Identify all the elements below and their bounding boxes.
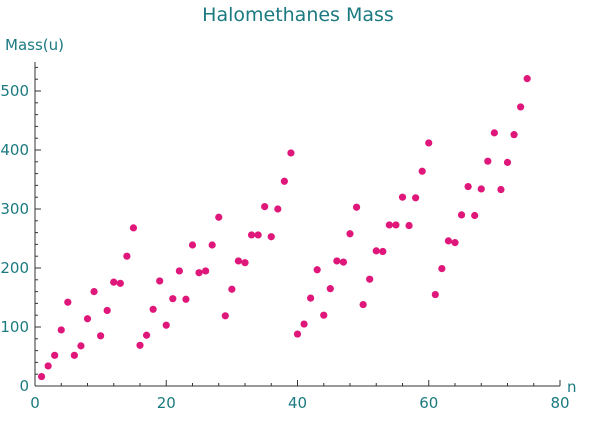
data-point xyxy=(208,241,216,249)
data-point xyxy=(234,257,243,265)
data-point xyxy=(156,277,164,285)
y-tick-label: 0 xyxy=(19,377,29,395)
data-point xyxy=(307,294,315,302)
data-point xyxy=(339,258,348,266)
data-point xyxy=(188,241,197,249)
data-point xyxy=(405,221,413,230)
data-point xyxy=(64,298,72,306)
data-point xyxy=(77,342,85,350)
data-point xyxy=(497,185,505,194)
data-point xyxy=(202,267,210,275)
data-point xyxy=(293,330,302,338)
data-point xyxy=(346,230,354,238)
data-point xyxy=(123,252,131,260)
data-point xyxy=(280,177,288,185)
y-tick-label: 300 xyxy=(0,200,29,218)
data-point xyxy=(83,315,92,323)
data-point xyxy=(175,267,183,275)
data-point xyxy=(70,351,78,359)
data-point xyxy=(326,285,334,293)
data-point xyxy=(379,247,387,256)
data-point xyxy=(267,233,275,241)
data-point xyxy=(444,237,453,245)
data-point xyxy=(484,157,492,165)
x-tick-label: 60 xyxy=(419,394,438,412)
data-point xyxy=(412,194,420,202)
data-point xyxy=(90,288,98,296)
y-tick-label: 400 xyxy=(0,141,29,159)
data-point xyxy=(392,221,400,229)
data-point xyxy=(477,185,485,193)
y-tick-label: 100 xyxy=(0,318,29,336)
axes: 0 20 40 60 80 0 100 200 300 400 500 Mass(u) n xyxy=(0,36,576,412)
data-point xyxy=(333,257,341,265)
data-point xyxy=(418,167,426,175)
data-point xyxy=(254,231,262,239)
data-point xyxy=(320,311,328,319)
data-point xyxy=(490,129,498,137)
data-point xyxy=(398,193,407,201)
data-point xyxy=(359,300,367,309)
data-point xyxy=(287,149,295,157)
data-point xyxy=(274,205,282,213)
data-point xyxy=(425,139,433,147)
data-point xyxy=(457,211,466,219)
data-point xyxy=(366,275,374,283)
data-point xyxy=(241,259,249,267)
data-point xyxy=(471,211,479,220)
data-point xyxy=(195,269,203,277)
y-tick-label: 200 xyxy=(0,259,29,277)
data-point xyxy=(503,158,512,166)
data-point xyxy=(37,372,46,381)
x-tick-label: 20 xyxy=(157,394,176,412)
data-point xyxy=(162,321,170,329)
data-point xyxy=(57,326,65,334)
data-point xyxy=(182,295,190,303)
data-point xyxy=(300,320,308,328)
data-point xyxy=(97,332,105,340)
data-point xyxy=(385,221,393,229)
data-point xyxy=(431,290,439,299)
data-point xyxy=(221,312,229,320)
data-point xyxy=(228,285,236,293)
x-tick-label: 40 xyxy=(288,394,307,412)
data-point xyxy=(169,295,177,303)
y-tick-label: 500 xyxy=(0,82,29,100)
data-point xyxy=(372,247,380,255)
data-point xyxy=(129,224,138,232)
data-point xyxy=(247,231,256,239)
data-point xyxy=(136,341,144,349)
data-point xyxy=(116,279,124,287)
data-point xyxy=(451,239,459,247)
data-point xyxy=(510,131,518,139)
chart-title: Halomethanes Mass xyxy=(202,4,394,26)
data-points xyxy=(37,75,531,381)
data-point xyxy=(110,278,118,286)
y-axis-title: Mass(u) xyxy=(5,36,64,54)
data-point xyxy=(103,306,111,315)
data-point xyxy=(261,203,269,211)
data-point xyxy=(44,362,52,370)
data-point xyxy=(438,264,446,273)
data-point xyxy=(51,351,59,359)
data-point xyxy=(149,305,157,313)
data-point xyxy=(517,103,525,111)
data-point xyxy=(313,266,321,274)
data-point xyxy=(215,213,223,221)
data-point xyxy=(464,182,472,191)
x-tick-label: 80 xyxy=(550,394,569,412)
data-point xyxy=(142,331,151,339)
data-point xyxy=(352,203,361,211)
x-tick-label: 0 xyxy=(30,394,40,412)
x-axis-title: n xyxy=(567,378,577,396)
data-point xyxy=(523,75,531,83)
